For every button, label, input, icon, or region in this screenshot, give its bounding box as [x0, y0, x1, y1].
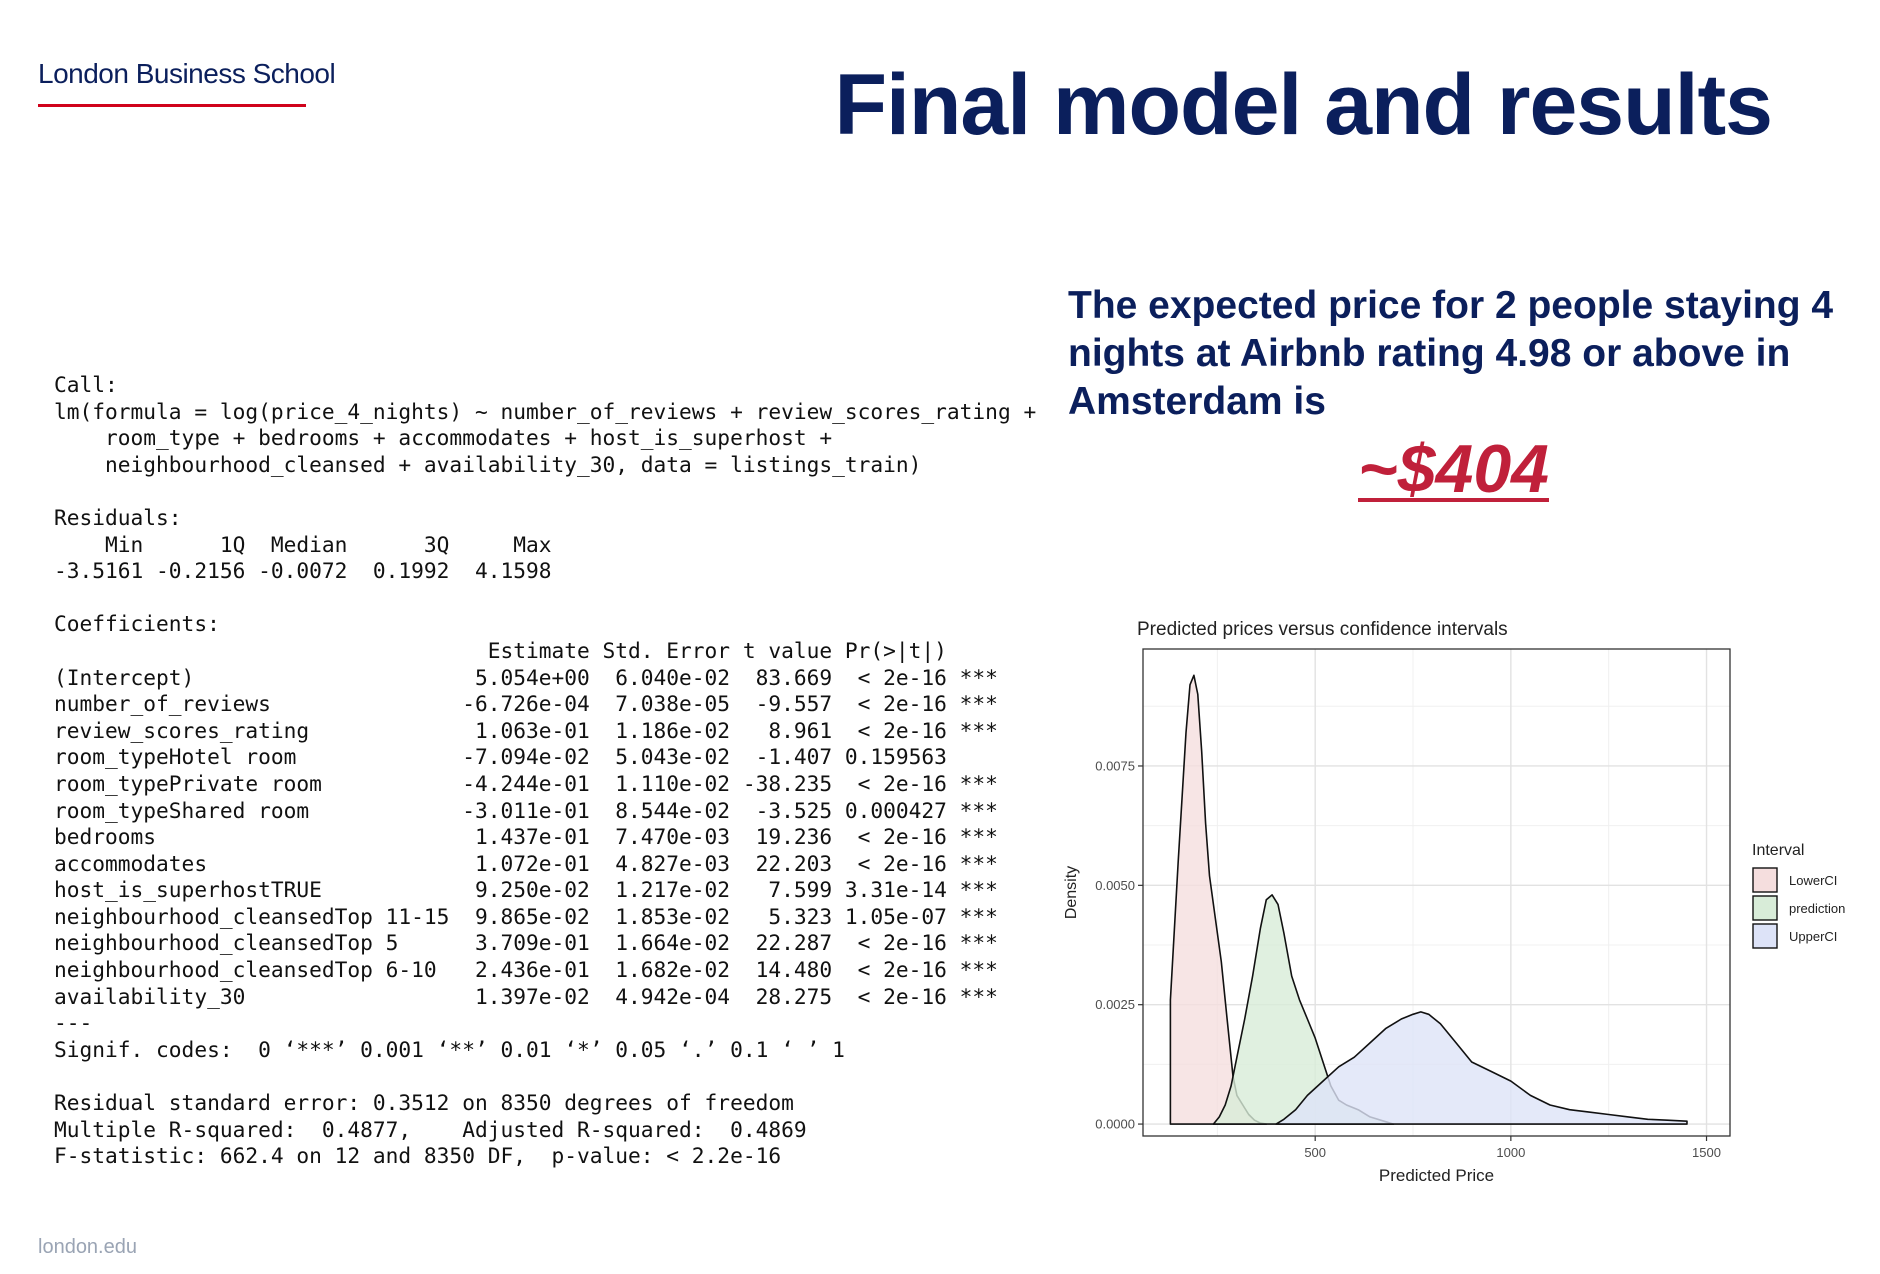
expected-price-value: ~$404	[1358, 431, 1549, 507]
x-axis-title: Predicted Price	[1379, 1166, 1494, 1185]
r-output-line: Residual standard error: 0.3512 on 8350 …	[54, 1090, 794, 1116]
legend-title: Interval	[1752, 842, 1804, 859]
r-output-line: Estimate Std. Error t value Pr(>|t|)	[54, 637, 947, 663]
legend-key	[1752, 867, 1778, 893]
legend-key	[1752, 895, 1778, 921]
r-output-line: availability_30 1.397e-02 4.942e-04 28.2…	[54, 983, 998, 1009]
r-output-line: room_type + bedrooms + accommodates + ho…	[54, 425, 833, 451]
density-chart: Predicted prices versus confidence inter…	[1063, 619, 1845, 1185]
r-output-line: Call:	[54, 372, 118, 397]
r-output-line: host_is_superhostTRUE 9.250e-02 1.217e-0…	[54, 877, 998, 903]
footer-url[interactable]: london.edu	[38, 1236, 137, 1258]
x-tick-label: 1500	[1692, 1145, 1721, 1160]
r-output-line: -3.5161 -0.2156 -0.0072 0.1992 4.1598	[54, 558, 552, 584]
legend-label: UpperCI	[1789, 929, 1837, 944]
r-output-line: (Intercept) 5.054e+00 6.040e-02 83.669 <…	[54, 664, 998, 690]
logo-text: London Business School	[38, 58, 336, 89]
r-output-line: bedrooms 1.437e-01 7.470e-03 19.236 < 2e…	[54, 824, 998, 850]
y-tick-label: 0.0075	[1095, 758, 1135, 773]
y-tick-label: 0.0025	[1095, 997, 1135, 1012]
y-tick-label: 0.0050	[1095, 878, 1135, 893]
plot-border	[1142, 648, 1731, 1137]
r-output-line: room_typePrivate room -4.244e-01 1.110e-…	[54, 770, 998, 796]
logo-underline	[38, 104, 306, 107]
legend-label: LowerCI	[1789, 873, 1837, 888]
r-output-line	[54, 585, 1036, 612]
r-output-line: room_typeShared room -3.011e-01 8.544e-0…	[54, 797, 998, 823]
r-output-line: lm(formula = log(price_4_nights) ~ numbe…	[54, 398, 1037, 424]
r-output-line: Min 1Q Median 3Q Max	[54, 531, 552, 557]
r-output-line: neighbourhood_cleansed + availability_30…	[54, 451, 922, 477]
r-output-line: Residuals:	[54, 504, 182, 530]
r-output-line: F-statistic: 662.4 on 12 and 8350 DF, p-…	[54, 1143, 782, 1169]
y-axis-title: Density	[1063, 866, 1080, 919]
x-tick-label: 500	[1304, 1145, 1326, 1160]
r-output-line: review_scores_rating 1.063e-01 1.186e-02…	[54, 717, 998, 743]
chart-title: Predicted prices versus confidence inter…	[1137, 619, 1508, 640]
r-output-line: neighbourhood_cleansedTop 6-10 2.436e-01…	[54, 957, 998, 983]
r-output-line: Multiple R-squared: 0.4877, Adjusted R-s…	[54, 1116, 807, 1142]
r-output-line	[54, 478, 1036, 505]
expected-price-statement: The expected price for 2 people staying …	[1068, 284, 1834, 423]
r-output-line: room_typeHotel room -7.094e-02 5.043e-02…	[54, 744, 947, 770]
r-output-line	[54, 1063, 1036, 1090]
r-output-line: number_of_reviews -6.726e-04 7.038e-05 -…	[54, 691, 998, 717]
r-output-line: ---	[54, 1010, 93, 1036]
legend-key	[1752, 923, 1778, 949]
r-output-line: neighbourhood_cleansedTop 11-15 9.865e-0…	[54, 903, 998, 929]
x-tick-label: 1000	[1496, 1145, 1525, 1160]
legend-label: prediction	[1789, 901, 1845, 916]
r-output-line: neighbourhood_cleansedTop 5 3.709e-01 1.…	[54, 930, 998, 956]
r-output-line: Coefficients:	[54, 611, 220, 637]
page-title: Final model and results	[834, 57, 1773, 153]
regression-output: Call: lm(formula = log(price_4_nights) ~ …	[54, 372, 1036, 1170]
y-tick-label: 0.0000	[1095, 1117, 1135, 1132]
r-output-line: Signif. codes: 0 ‘***’ 0.001 ‘**’ 0.01 ‘…	[54, 1036, 845, 1062]
r-output-line: accommodates 1.072e-01 4.827e-03 22.203 …	[54, 850, 998, 876]
density-area-upperci	[1275, 1011, 1688, 1125]
